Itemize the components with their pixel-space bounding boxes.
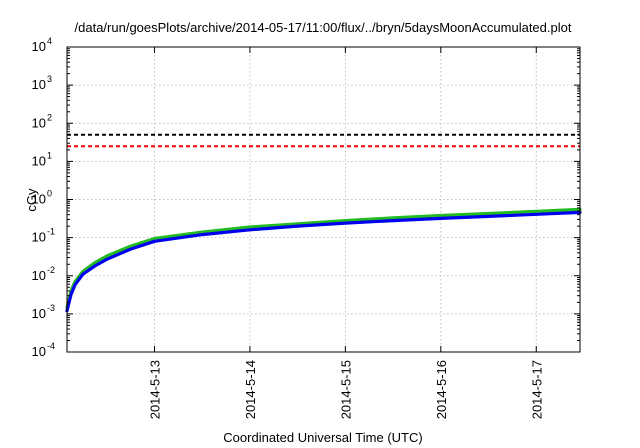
series-group [65, 207, 582, 313]
y-tick-label-exponent: -1 [47, 227, 55, 237]
y-tick-label: 10 [32, 230, 46, 245]
y-tick-label-exponent: 3 [47, 74, 52, 84]
chart-title: /data/run/goesPlots/archive/2014-05-17/1… [75, 20, 572, 35]
series-line [65, 210, 582, 313]
x-tick-label: 2014-5-13 [147, 360, 162, 419]
y-tick-label: 10 [32, 192, 46, 207]
y-tick-label: 10 [32, 115, 46, 130]
threshold-lines [67, 133, 580, 148]
y-tick-label-exponent: 0 [47, 189, 52, 199]
y-tick-label: 10 [32, 77, 46, 92]
y-tick-label: 10 [32, 268, 46, 283]
y-tick-label-exponent: -2 [47, 265, 55, 275]
y-tick-label-exponent: -4 [47, 341, 55, 351]
x-axis: 2014-5-13 2014-5-14 2014-5-15 2014-5-16 2014… [147, 47, 544, 419]
x-tick-label: 2014-5-16 [434, 360, 449, 419]
y-tick-label: 10 [32, 344, 46, 359]
x-tick-label: 2014-5-15 [338, 360, 353, 419]
y-tick-label: 10 [32, 306, 46, 321]
x-tick-label: 2014-5-14 [243, 360, 258, 419]
y-tick-label-exponent: -3 [47, 303, 55, 313]
y-tick-label: 10 [32, 153, 46, 168]
y-axis-label: cGy [24, 188, 39, 212]
y-tick-label-exponent: 2 [47, 112, 52, 122]
y-tick-label: 10 [32, 39, 46, 54]
y-tick-label-exponent: 4 [47, 36, 52, 46]
x-tick-label: 2014-5-17 [529, 360, 544, 419]
series-line [65, 207, 582, 309]
x-axis-label: Coordinated Universal Time (UTC) [223, 430, 422, 445]
y-tick-label-exponent: 1 [47, 150, 52, 160]
